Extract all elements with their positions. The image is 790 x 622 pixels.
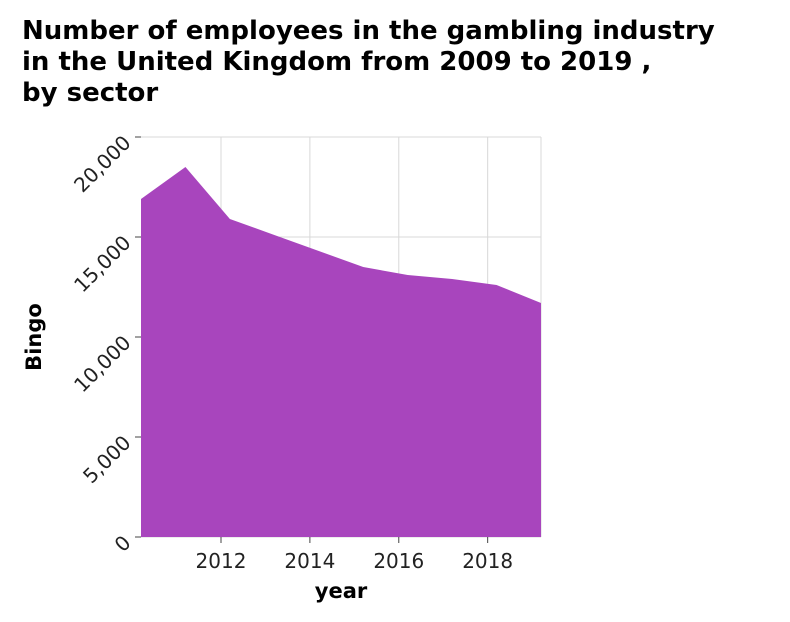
chart-title-line-1: Number of employees in the gambling indu…: [22, 16, 715, 46]
x-tick-label: 2012: [196, 549, 247, 573]
y-tick-label: 10,000: [69, 331, 135, 397]
chart-title-line-3: by sector: [22, 78, 159, 108]
y-tick-label: 5,000: [78, 431, 135, 488]
y-tick-label: 15,000: [69, 231, 135, 297]
y-tick-label: 20,000: [69, 131, 135, 197]
x-axis-label: year: [315, 579, 368, 603]
x-tick-label: 2018: [462, 549, 513, 573]
chart-title-line-2: in the United Kingdom from 2009 to 2019 …: [22, 47, 652, 77]
x-tick-label: 2014: [284, 549, 335, 573]
chart-title: Number of employees in the gambling indu…: [22, 16, 782, 109]
y-axis-label: Bingo: [22, 303, 46, 371]
x-tick-label: 2016: [373, 549, 424, 573]
y-tick-label: 0: [110, 531, 136, 557]
area-series-bingo: [141, 167, 541, 537]
